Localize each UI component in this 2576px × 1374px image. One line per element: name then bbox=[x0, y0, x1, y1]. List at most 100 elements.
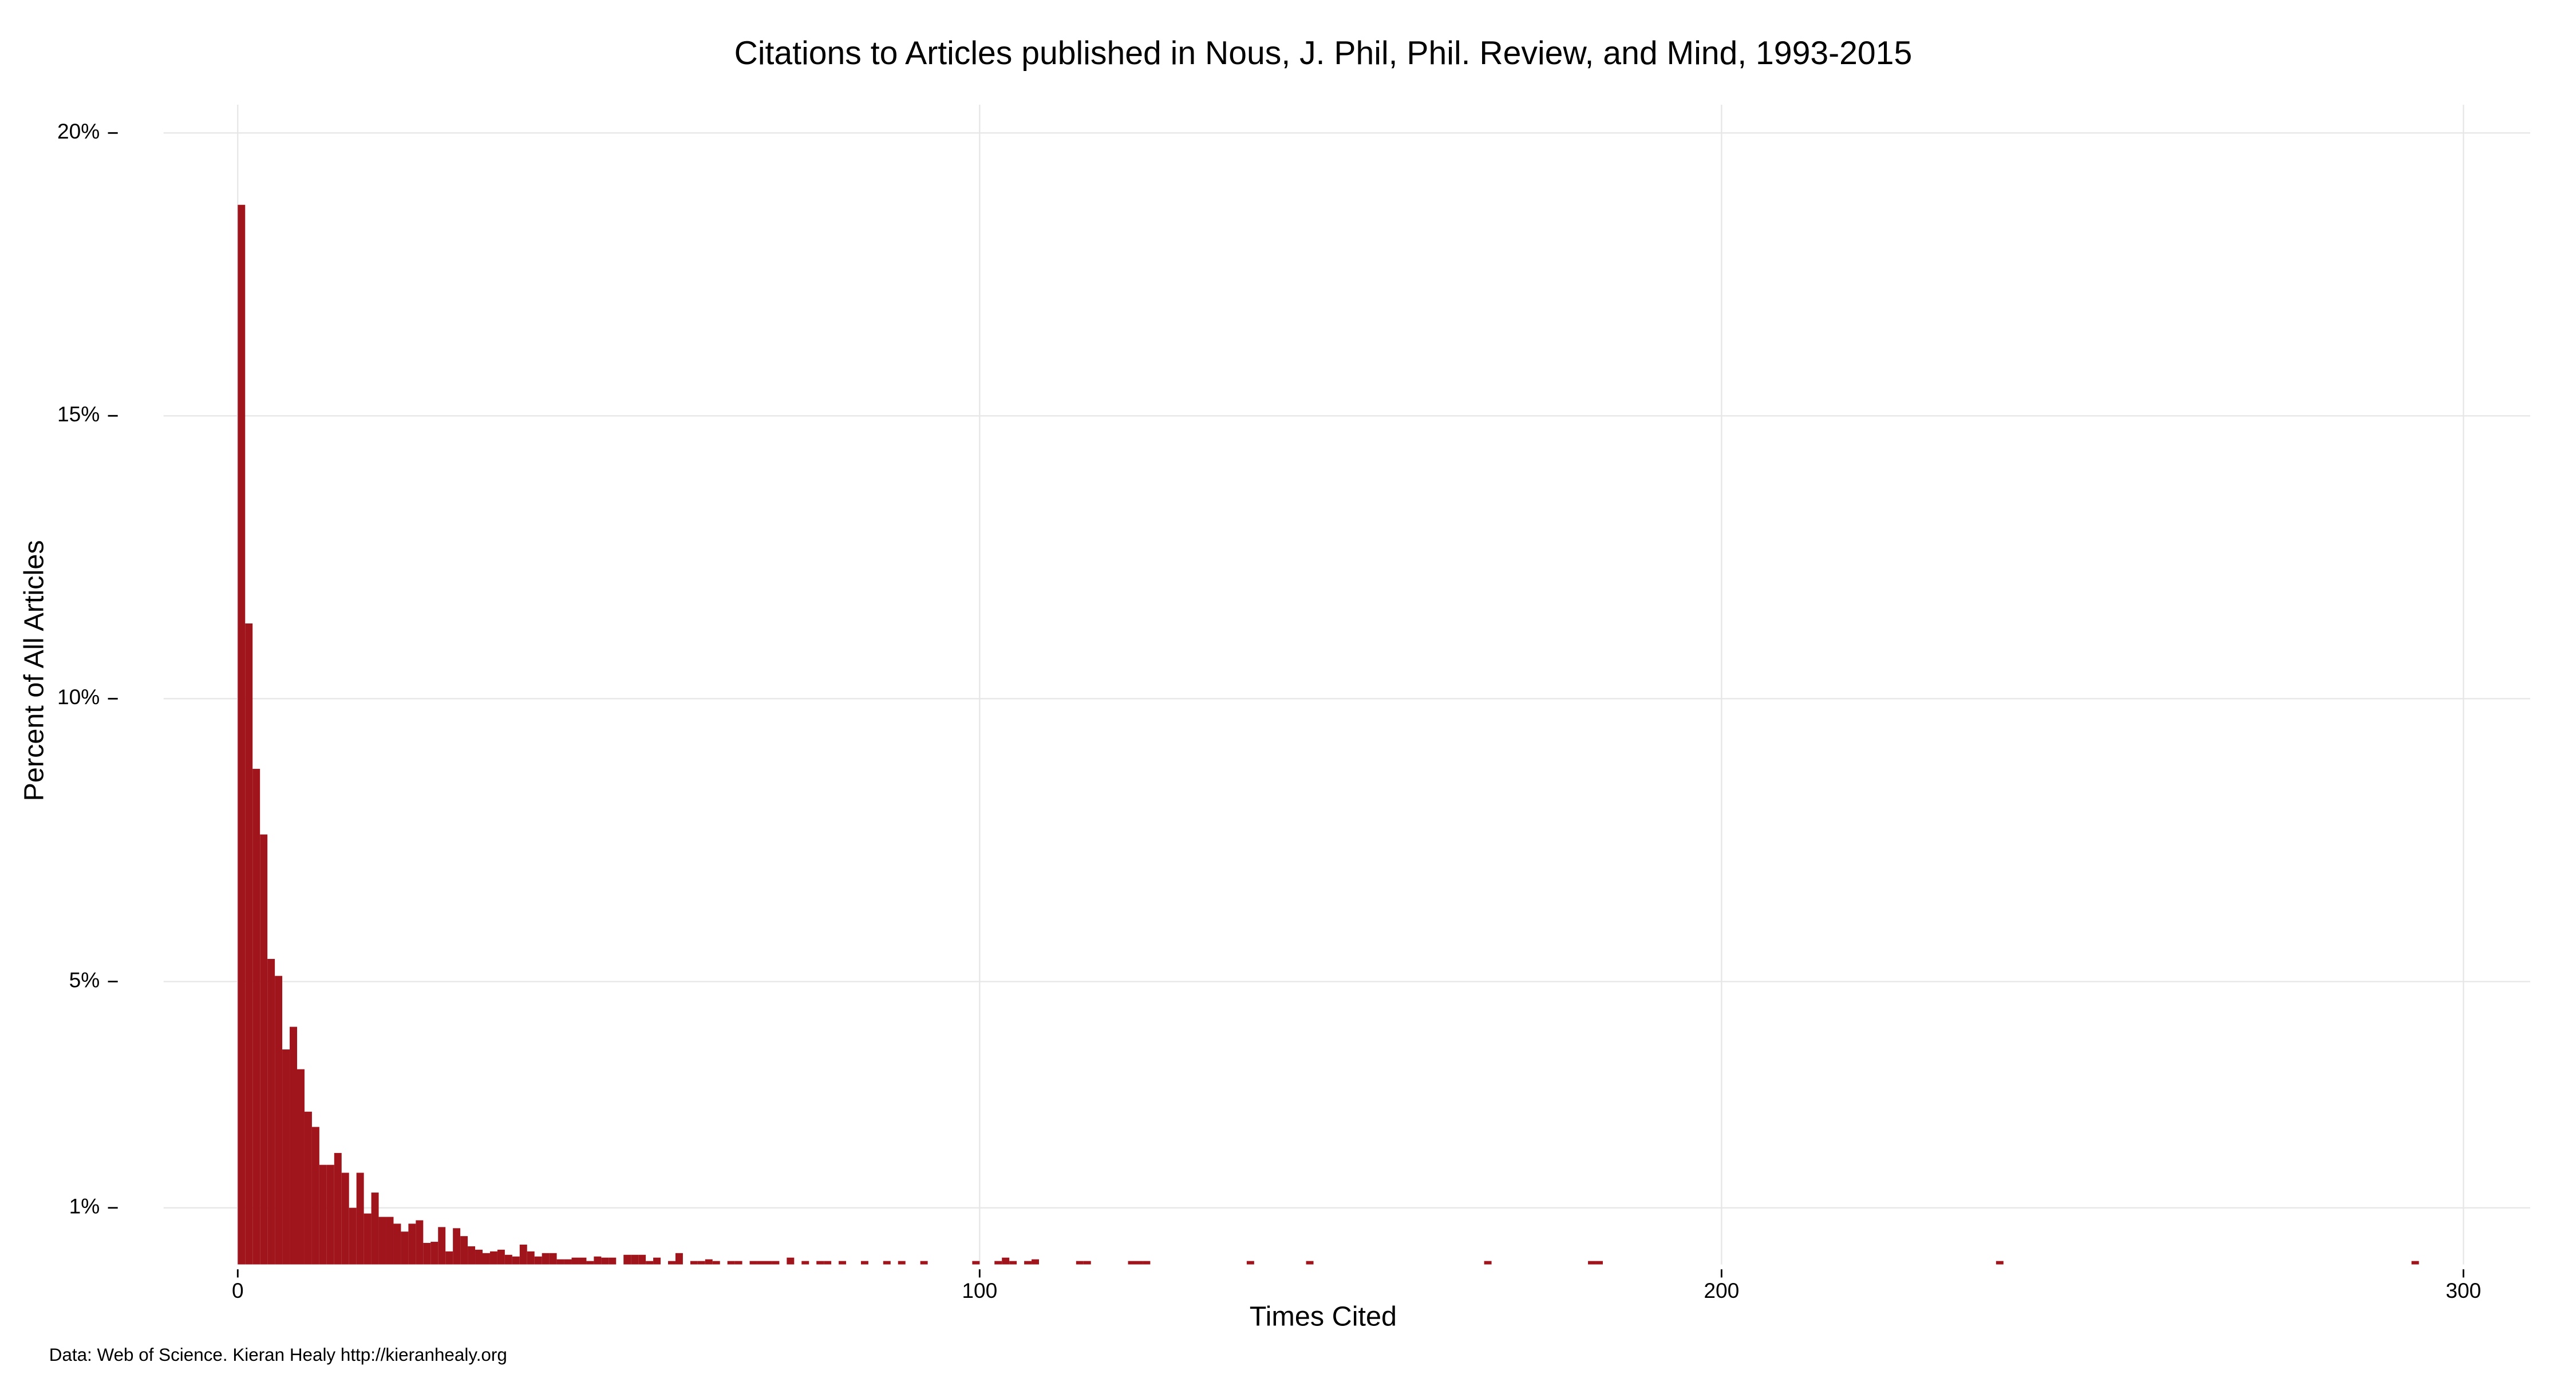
bar bbox=[757, 1261, 765, 1265]
bar bbox=[534, 1256, 542, 1265]
bar bbox=[408, 1223, 416, 1265]
bar bbox=[564, 1259, 572, 1265]
bar bbox=[860, 1261, 868, 1265]
bar bbox=[475, 1249, 483, 1265]
bar bbox=[646, 1261, 654, 1265]
x-tick-label: 200 bbox=[1704, 1278, 1739, 1302]
bar bbox=[801, 1261, 809, 1265]
bar bbox=[734, 1261, 742, 1265]
bar bbox=[1128, 1261, 1136, 1265]
bar bbox=[594, 1256, 602, 1265]
bar bbox=[787, 1257, 795, 1265]
bar bbox=[2411, 1261, 2419, 1265]
bar bbox=[579, 1257, 587, 1265]
bar bbox=[1076, 1261, 1084, 1265]
bar bbox=[401, 1231, 409, 1265]
bar bbox=[267, 958, 275, 1265]
bar bbox=[438, 1227, 446, 1265]
bar bbox=[586, 1261, 594, 1265]
bar bbox=[675, 1253, 683, 1265]
y-tick-label: 10% bbox=[57, 685, 100, 709]
bar bbox=[764, 1261, 772, 1265]
x-tick-label: 0 bbox=[232, 1278, 244, 1302]
bar bbox=[519, 1244, 527, 1265]
bar bbox=[416, 1220, 424, 1265]
bar bbox=[1002, 1257, 1010, 1265]
bar bbox=[690, 1261, 698, 1265]
bar bbox=[705, 1259, 713, 1265]
bar bbox=[609, 1257, 617, 1265]
bar bbox=[238, 204, 246, 1265]
bar bbox=[824, 1261, 832, 1265]
bar bbox=[638, 1254, 646, 1265]
bar bbox=[386, 1217, 394, 1265]
bar bbox=[460, 1236, 468, 1265]
bar bbox=[275, 976, 283, 1265]
bar bbox=[697, 1261, 705, 1265]
bar bbox=[1083, 1261, 1091, 1265]
bar bbox=[1996, 1261, 2004, 1265]
bar bbox=[1484, 1261, 1492, 1265]
bar bbox=[749, 1261, 757, 1265]
bar bbox=[542, 1253, 550, 1265]
bar bbox=[623, 1254, 631, 1265]
y-axis-label: Percent of All Articles bbox=[19, 540, 50, 801]
bar bbox=[297, 1069, 305, 1265]
bar bbox=[371, 1193, 379, 1265]
bar bbox=[1246, 1261, 1254, 1265]
bar bbox=[527, 1251, 535, 1265]
bar bbox=[920, 1261, 928, 1265]
bar bbox=[668, 1261, 675, 1265]
bar bbox=[430, 1242, 438, 1265]
bar bbox=[898, 1261, 906, 1265]
bar bbox=[883, 1261, 891, 1265]
bar bbox=[290, 1026, 297, 1265]
bar bbox=[311, 1127, 319, 1265]
bar bbox=[468, 1246, 476, 1265]
bar bbox=[1024, 1261, 1032, 1265]
x-axis-label: Times Cited bbox=[1250, 1301, 1397, 1332]
y-tick-label: 15% bbox=[57, 402, 100, 426]
bar bbox=[1595, 1261, 1603, 1265]
bar bbox=[423, 1243, 431, 1265]
bar bbox=[319, 1164, 327, 1265]
y-tick-label: 20% bbox=[57, 119, 100, 143]
bar bbox=[356, 1172, 364, 1265]
bar bbox=[497, 1249, 505, 1265]
chart-title: Citations to Articles published in Nous,… bbox=[734, 35, 1913, 72]
x-tick-label: 100 bbox=[962, 1278, 997, 1302]
bar bbox=[1135, 1261, 1143, 1265]
bar bbox=[483, 1253, 490, 1265]
bar bbox=[245, 623, 253, 1265]
bar bbox=[252, 768, 260, 1265]
bar bbox=[712, 1261, 720, 1265]
bar bbox=[631, 1254, 639, 1265]
x-tick-label: 300 bbox=[2445, 1278, 2481, 1302]
bar bbox=[260, 834, 268, 1265]
bar bbox=[1009, 1261, 1017, 1265]
bar bbox=[601, 1257, 609, 1265]
bar bbox=[727, 1261, 735, 1265]
bar bbox=[512, 1256, 520, 1265]
bar bbox=[334, 1152, 342, 1265]
bar bbox=[304, 1111, 312, 1265]
bar bbox=[393, 1223, 401, 1265]
bar bbox=[489, 1251, 497, 1265]
bar bbox=[326, 1164, 334, 1265]
bar bbox=[994, 1261, 1002, 1265]
bar bbox=[772, 1261, 780, 1265]
y-tick-label: 1% bbox=[69, 1194, 100, 1218]
bar bbox=[571, 1257, 579, 1265]
bar bbox=[653, 1257, 661, 1265]
bar bbox=[556, 1259, 564, 1265]
bar bbox=[972, 1261, 980, 1265]
bar bbox=[341, 1172, 349, 1265]
bar bbox=[1032, 1259, 1040, 1265]
bar bbox=[816, 1261, 824, 1265]
caption: Data: Web of Science. Kieran Healy http:… bbox=[49, 1345, 507, 1365]
bar bbox=[1588, 1261, 1596, 1265]
bar bbox=[504, 1254, 512, 1265]
bar bbox=[1143, 1261, 1151, 1265]
bar bbox=[445, 1251, 453, 1265]
